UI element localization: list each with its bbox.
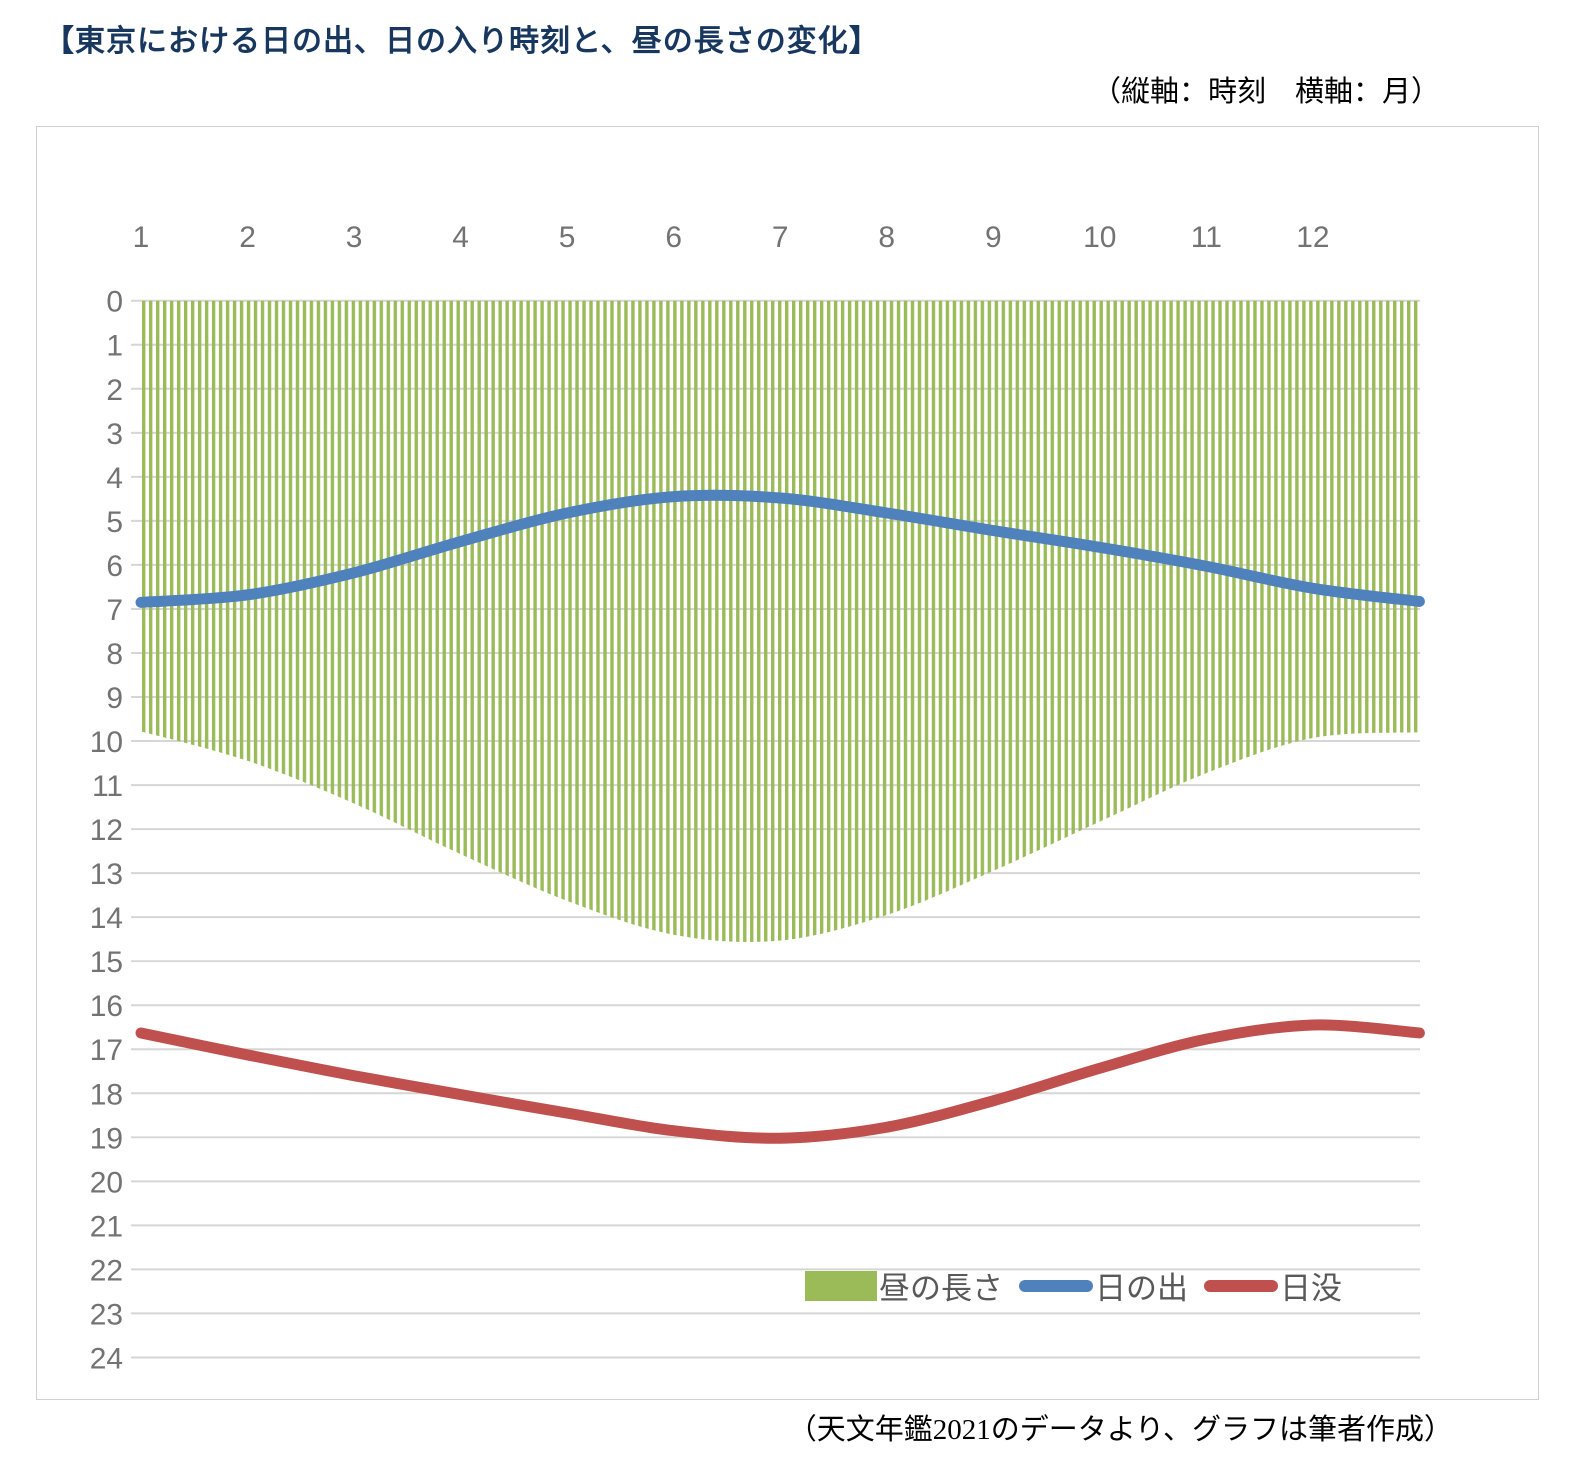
svg-text:4: 4 (106, 462, 123, 495)
svg-text:24: 24 (90, 1342, 123, 1375)
svg-text:13: 13 (90, 858, 123, 891)
svg-text:7: 7 (106, 594, 123, 627)
axis-note: （縦軸：時刻 横軸：月） (1092, 76, 1441, 108)
svg-text:0: 0 (106, 286, 123, 319)
svg-text:10: 10 (90, 726, 123, 759)
svg-text:23: 23 (90, 1298, 123, 1331)
legend-swatch-daylength-icon (805, 1270, 877, 1301)
svg-text:12: 12 (1296, 221, 1329, 254)
chart-plot: 0123456789101112131415161718192021222324… (90, 221, 1425, 1375)
svg-text:9: 9 (106, 682, 123, 715)
legend-label-daylength: 昼の長さ (879, 1271, 1003, 1306)
svg-text:14: 14 (90, 902, 123, 935)
chart-area: 0 1 2 3 4 5 6 7 8 9 10 11 12 13 14 15 16 17 18 19 20 21 22 23 24… (36, 126, 1539, 1400)
svg-text:1: 1 (133, 221, 150, 254)
svg-text:21: 21 (90, 1210, 123, 1243)
legend-swatch-sunrise-icon (1019, 1279, 1093, 1292)
svg-text:5: 5 (559, 221, 576, 254)
svg-text:8: 8 (878, 221, 895, 254)
legend: 昼の長さ 日の出 日没 (805, 1263, 1358, 1308)
svg-text:11: 11 (1191, 221, 1222, 254)
svg-text:22: 22 (90, 1254, 123, 1287)
svg-text:20: 20 (90, 1166, 123, 1199)
svg-text:19: 19 (90, 1122, 123, 1155)
svg-text:10: 10 (1083, 221, 1116, 254)
legend-label-sunset: 日没 (1280, 1271, 1342, 1306)
svg-text:5: 5 (106, 506, 123, 539)
svg-text:8: 8 (106, 638, 123, 671)
legend-label-sunrise: 日の出 (1095, 1271, 1188, 1306)
svg-text:2: 2 (239, 221, 256, 254)
svg-text:3: 3 (346, 221, 363, 254)
svg-text:4: 4 (452, 221, 469, 254)
svg-text:6: 6 (106, 550, 123, 583)
svg-text:12: 12 (90, 814, 123, 847)
svg-text:16: 16 (90, 990, 123, 1023)
svg-text:6: 6 (665, 221, 682, 254)
page-title: 【東京における日の出、日の入り時刻と、昼の長さの変化】 (44, 25, 880, 58)
svg-text:1: 1 (106, 330, 123, 363)
legend-swatch-sunset-icon (1204, 1279, 1278, 1292)
svg-text:15: 15 (90, 946, 123, 979)
svg-text:18: 18 (90, 1078, 123, 1111)
svg-text:7: 7 (772, 221, 789, 254)
svg-text:3: 3 (106, 418, 123, 451)
svg-text:2: 2 (106, 374, 123, 407)
svg-text:9: 9 (985, 221, 1002, 254)
source-caption: （天文年鑑2021のデータより、グラフは筆者作成） (787, 1414, 1453, 1446)
svg-text:11: 11 (92, 770, 123, 803)
svg-text:17: 17 (90, 1034, 123, 1067)
